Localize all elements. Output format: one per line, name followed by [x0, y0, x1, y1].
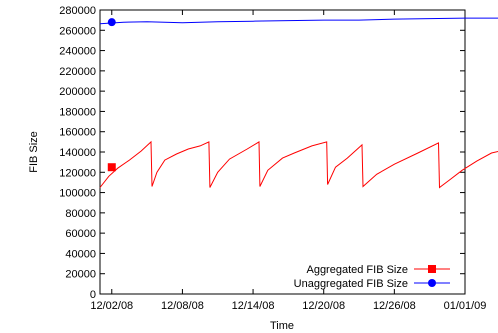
- y-tick-label: 220000: [59, 66, 96, 78]
- y-tick-label: 180000: [59, 106, 96, 118]
- legend: Aggregated FIB Size Unaggregated FIB Siz…: [294, 264, 450, 290]
- y-tick-label: 40000: [65, 248, 96, 260]
- series-line-0: [99, 140, 498, 189]
- y-tick-label: 160000: [59, 127, 96, 139]
- y-tick-label: 140000: [59, 147, 96, 159]
- legend-marker-aggregated: [428, 265, 436, 273]
- x-axis-title: Time: [270, 320, 294, 332]
- legend-marker-unaggregated: [428, 279, 436, 287]
- y-tick-label: 240000: [59, 46, 96, 58]
- y-tick-label: 20000: [65, 269, 96, 281]
- x-tick-label: 12/02/08: [90, 300, 133, 312]
- x-tick-label: 12/08/08: [161, 300, 204, 312]
- y-tick-label: 100000: [59, 188, 96, 200]
- legend-label-aggregated: Aggregated FIB Size: [306, 264, 408, 276]
- x-tick-label: 12/14/08: [232, 300, 275, 312]
- plot-frame: [99, 9, 466, 295]
- y-tick-label: 60000: [65, 228, 96, 240]
- y-axis: 0 20000 40000 60000 80000 100000 120000 140000 1…: [59, 5, 465, 301]
- y-tick-label: 0: [90, 289, 96, 301]
- x-tick-label: 12/20/08: [302, 300, 345, 312]
- y-tick-label: 80000: [65, 208, 96, 220]
- series-marker-1: [107, 18, 116, 27]
- x-axis: 12/02/08 12/08/08 12/14/08 12/20/08 12/26/08…: [90, 10, 486, 312]
- x-tick-label: 12/26/08: [373, 300, 416, 312]
- y-tick-label: 260000: [59, 25, 96, 37]
- y-tick-label: 200000: [59, 86, 96, 98]
- y-tick-label: 280000: [59, 5, 96, 17]
- series-line-1: [99, 17, 498, 25]
- series-marker-0: [107, 163, 116, 172]
- legend-label-unaggregated: Unaggregated FIB Size: [294, 278, 408, 290]
- y-tick-label: 120000: [59, 167, 96, 179]
- x-tick-label: 01/01/09: [444, 300, 487, 312]
- series-layer: [99, 17, 498, 189]
- y-axis-title: FIB Size: [28, 131, 40, 173]
